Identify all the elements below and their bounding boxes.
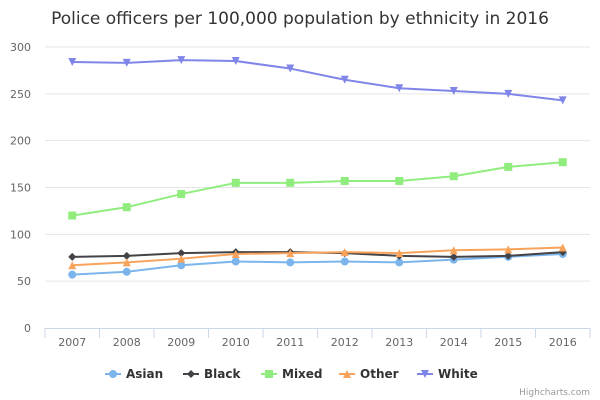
data-point-mixed[interactable] (395, 176, 404, 185)
data-point-white[interactable] (340, 75, 349, 84)
data-point-white[interactable] (504, 89, 513, 98)
legend-item-black[interactable]: Black (183, 367, 241, 381)
legend: Asian Black Mixed Other White (105, 367, 478, 381)
legend-marker-mixed (265, 370, 273, 378)
y-tick-label: 150 (10, 182, 31, 195)
y-tick-label: 50 (17, 275, 31, 288)
legend-marker-other (343, 370, 351, 378)
data-point-other[interactable] (340, 248, 349, 257)
data-point-asian[interactable] (177, 261, 186, 270)
series-line-mixed[interactable] (71, 161, 564, 217)
y-tick-label: 100 (10, 228, 31, 241)
data-point-white[interactable] (286, 64, 295, 73)
data-point-mixed[interactable] (231, 178, 240, 187)
legend-label-mixed: Mixed (282, 367, 323, 381)
y-tick-label: 300 (10, 41, 31, 54)
data-point-other[interactable] (231, 250, 240, 259)
data-point-other[interactable] (558, 243, 567, 252)
axes: 0 50 100 150 200 250 300 2007 2008 2009 2010 2011 20… (10, 41, 591, 349)
data-point-mixed[interactable] (286, 178, 295, 187)
legend-marker-asian (109, 370, 117, 378)
data-point-other[interactable] (395, 249, 404, 258)
x-tick-label: 2013 (385, 336, 413, 349)
series-line-asian[interactable] (71, 253, 564, 276)
legend-marker-white (421, 370, 429, 378)
x-tick-label: 2009 (167, 336, 195, 349)
data-point-mixed[interactable] (340, 176, 349, 185)
data-point-white[interactable] (122, 58, 131, 67)
data-point-mixed[interactable] (504, 162, 513, 171)
data-point-asian[interactable] (395, 258, 404, 267)
legend-item-white[interactable]: White (417, 367, 478, 381)
credits-label[interactable]: Highcharts.com (519, 388, 590, 398)
series-mixed (68, 158, 567, 220)
data-point-asian[interactable] (340, 257, 349, 266)
data-point-other[interactable] (122, 258, 131, 267)
legend-item-asian[interactable]: Asian (105, 367, 163, 381)
data-point-black[interactable] (122, 251, 131, 260)
series-other (68, 243, 567, 270)
data-point-asian[interactable] (286, 258, 295, 267)
x-tick-label: 2014 (440, 336, 468, 349)
data-point-white[interactable] (177, 56, 186, 65)
data-point-white[interactable] (231, 57, 240, 66)
chart-title: Police officers per 100,000 population b… (51, 9, 549, 29)
x-tick-label: 2015 (494, 336, 522, 349)
series-group (68, 56, 567, 279)
data-point-asian[interactable] (231, 257, 240, 266)
legend-item-mixed[interactable]: Mixed (261, 367, 323, 381)
data-point-asian[interactable] (122, 267, 131, 276)
data-point-black[interactable] (68, 252, 77, 261)
data-point-white[interactable] (558, 96, 567, 105)
data-point-other[interactable] (504, 245, 513, 254)
data-point-asian[interactable] (68, 270, 77, 279)
data-point-white[interactable] (68, 57, 77, 66)
data-point-white[interactable] (395, 84, 404, 93)
data-point-black[interactable] (504, 251, 513, 260)
data-point-other[interactable] (286, 249, 295, 258)
x-tick-label: 2016 (549, 336, 577, 349)
data-point-black[interactable] (177, 249, 186, 258)
y-tick-label: 250 (10, 88, 31, 101)
data-point-mixed[interactable] (122, 203, 131, 212)
data-point-mixed[interactable] (558, 158, 567, 167)
x-tick-label: 2011 (276, 336, 304, 349)
legend-label-black: Black (204, 367, 241, 381)
data-point-mixed[interactable] (177, 190, 186, 199)
x-tick-label: 2010 (222, 336, 250, 349)
y-tick-label: 0 (24, 322, 31, 335)
series-line-white[interactable] (71, 59, 564, 102)
grid (45, 46, 590, 282)
x-tick-label: 2007 (58, 336, 86, 349)
data-point-mixed[interactable] (449, 172, 458, 181)
data-point-other[interactable] (68, 261, 77, 270)
legend-marker-black (187, 370, 195, 378)
legend-item-other[interactable]: Other (339, 367, 399, 381)
legend-label-other: Other (360, 367, 399, 381)
x-tick-label: 2008 (113, 336, 141, 349)
y-tick-label: 200 (10, 135, 31, 148)
legend-label-asian: Asian (126, 367, 163, 381)
data-point-white[interactable] (449, 87, 458, 96)
series-line-other[interactable] (71, 246, 564, 267)
data-point-mixed[interactable] (68, 211, 77, 220)
legend-label-white: White (438, 367, 478, 381)
data-point-black[interactable] (449, 252, 458, 261)
x-tick-label: 2012 (331, 336, 359, 349)
data-point-other[interactable] (449, 246, 458, 255)
series-white (68, 56, 567, 105)
data-point-other[interactable] (177, 254, 186, 263)
